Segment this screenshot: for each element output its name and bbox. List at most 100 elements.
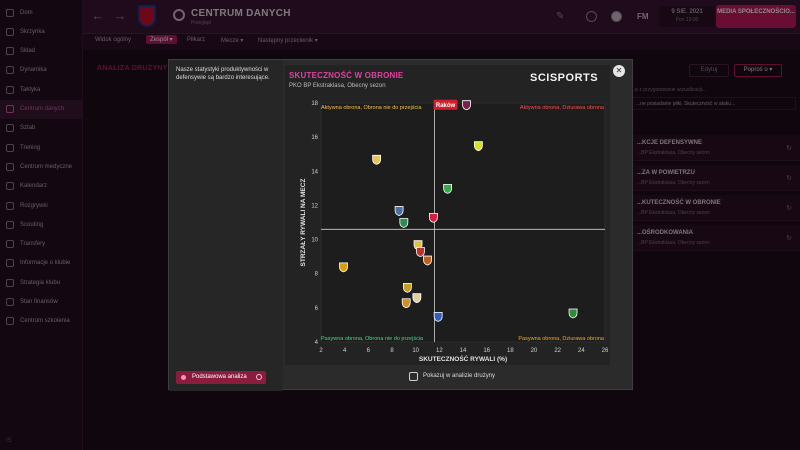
sidebar-item-icon: [6, 182, 14, 191]
edit-icon[interactable]: ✎: [556, 11, 565, 22]
analysis-modal: Nasze statystyki produktywności w defens…: [168, 59, 633, 391]
tab[interactable]: Widok ogólny: [95, 37, 132, 43]
basic-analysis-icon: [181, 375, 186, 380]
social-media-button[interactable]: MEDIA SPOŁECZNOŚCIO...: [716, 5, 796, 28]
club-crest-point: [416, 247, 425, 257]
sidebar-item[interactable]: Sztab: [0, 119, 83, 138]
x-tick-label: 22: [554, 348, 561, 354]
refresh-icon[interactable]: ↻: [786, 235, 792, 242]
club-crest-point: [429, 212, 438, 223]
analysis-item-title: ...OŚRODKOWANIA: [637, 230, 694, 236]
sidebar-item-label: Centrum danych: [20, 106, 65, 112]
scatter-chart: 2 4 6 8 10 12 14 16 18 20 22 24 264681012141618SKUTE…: [300, 99, 609, 363]
sidebar-item[interactable]: Dom: [0, 3, 83, 22]
quadrant-label-bottom-left: Pasywna obrona, Obrona nie do przejścia: [321, 336, 424, 342]
back-arrow-icon[interactable]: ←: [91, 8, 105, 23]
sidebar-item[interactable]: Skrzynka: [0, 22, 83, 41]
sidebar-item-icon: [6, 278, 14, 287]
sidebar-item-label: Centrum medyczne: [20, 163, 73, 170]
sidebar-item-icon: [6, 47, 14, 56]
sidebar-item[interactable]: Stan finansów: [0, 293, 83, 312]
header: ← → CENTRUM DANYCH Przegląd ✎ FM 9 SIE. …: [83, 0, 800, 34]
analysis-item-subtitle: ...BP Ekstraklasa, Obecny sezon: [637, 180, 710, 186]
refresh-icon[interactable]: ↻: [786, 175, 792, 182]
analysis-list-item[interactable]: ...KUTECZNOŚĆ W OBRONIE ...BP Ekstraklasa…: [631, 195, 800, 221]
analysis-list-item[interactable]: ...KCJE DEFENSYWNE ...BP Ekstraklasa, Obe…: [631, 135, 800, 161]
game-badge: FM: [637, 12, 649, 21]
sidebar-item[interactable]: Trening: [0, 138, 83, 157]
sidebar-item[interactable]: Centrum medyczne: [0, 157, 83, 176]
quadrant-label-top-right: Aktywna obrona, Dziurawa obrona: [520, 105, 605, 111]
sidebar-item-label: Centrum szkolenia: [20, 318, 70, 325]
tab[interactable]: Następny przeciwnik ▾: [258, 38, 318, 44]
sidebar-item-icon: [6, 66, 14, 75]
club-crest-point: [423, 255, 432, 266]
sidebar-item-label: Trening: [20, 144, 41, 151]
sidebar-item[interactable]: Rozgrywki: [0, 196, 83, 215]
refresh-icon[interactable]: ↻: [786, 205, 792, 212]
show-in-analysis-label: Pokazuj w analizie drużyny: [423, 373, 496, 379]
analysis-item-subtitle: ...BP Ekstraklasa, Obecny sezon: [637, 210, 710, 216]
sidebar-item-label: Transfery: [20, 241, 46, 248]
tab[interactable]: Piłkarz: [187, 37, 206, 43]
sidebar-item-icon: [6, 143, 14, 152]
sidebar-item[interactable]: Kalendarz: [0, 177, 83, 196]
club-crest-point: [412, 293, 422, 304]
sidebar-item-label: Stan finansów: [20, 299, 58, 305]
x-tick-label: 6: [367, 348, 371, 354]
sidebar-footer: IS: [6, 438, 12, 444]
sidebar-item[interactable]: Skład: [0, 42, 83, 61]
club-icon[interactable]: [586, 11, 597, 22]
sidebar-item[interactable]: Informacje o klubie: [0, 254, 83, 273]
info-icon[interactable]: [256, 374, 262, 380]
club-crest-point: [402, 282, 412, 293]
sidebar-item-icon: [6, 124, 14, 133]
analysis-list-item[interactable]: ...ZA W POWIETRZU ...BP Ekstraklasa, Obec…: [631, 165, 800, 191]
tab[interactable]: Mecze ▾: [221, 38, 244, 44]
basic-analysis-button[interactable]: Podstawowa analiza: [176, 371, 266, 384]
tab[interactable]: Zespół ▾: [146, 35, 177, 44]
y-tick-label: 12: [311, 203, 318, 209]
club-crest-point: [399, 218, 409, 228]
show-in-analysis-checkbox[interactable]: [409, 372, 418, 381]
club-badge[interactable]: [138, 5, 156, 27]
highlight-label-box: [433, 99, 458, 110]
sidebar-item-icon: [6, 8, 14, 17]
club-crest-point: [372, 154, 382, 165]
x-tick-label: 14: [460, 348, 467, 354]
forward-arrow-icon[interactable]: →: [113, 8, 127, 23]
sidebar-item[interactable]: Strategia klubu: [0, 273, 83, 292]
club-crest-point: [433, 311, 443, 322]
request-button[interactable]: Poproś o ▾: [734, 64, 782, 77]
sidebar-item-label: Scouting: [20, 221, 44, 228]
settings-icon[interactable]: [173, 9, 185, 21]
sidebar-item[interactable]: Centrum danych: [0, 99, 83, 119]
x-tick-label: 26: [602, 348, 609, 354]
analysis-list-item[interactable]: ...OŚRODKOWANIA ...BP Ekstraklasa, Obecny…: [631, 225, 800, 251]
help-icon[interactable]: [611, 11, 622, 22]
refresh-icon[interactable]: ↻: [786, 145, 792, 152]
club-crest-point: [443, 183, 453, 194]
close-button[interactable]: ✕: [613, 65, 625, 77]
sidebar-item[interactable]: Scouting: [0, 215, 83, 234]
analysis-item-title: ...KUTECZNOŚĆ W OBRONIE: [637, 200, 721, 206]
date-display[interactable]: 9 SIE. 2021 Pon 19:00: [659, 6, 715, 27]
x-tick-label: 8: [390, 348, 394, 354]
sidebar-item-icon: [6, 298, 14, 306]
sidebar-item[interactable]: Centrum szkolenia: [0, 312, 83, 331]
edit-button[interactable]: Edytuj: [689, 64, 729, 77]
x-tick-label: 20: [531, 348, 538, 354]
sidebar-item[interactable]: Taktyka: [0, 80, 83, 99]
sidebar-item[interactable]: Transfery: [0, 235, 83, 254]
x-tick-label: 18: [507, 348, 514, 354]
date-text: 9 SIE. 2021: [671, 9, 703, 15]
sidebar-item-icon: [6, 201, 14, 210]
analysis-item-subtitle: ...BP Ekstraklasa, Obecny sezon: [637, 150, 710, 156]
x-tick-label: 2: [319, 348, 323, 354]
chart-title: SKUTECZNOŚĆ W OBRONIE: [289, 71, 404, 80]
x-tick-label: 12: [436, 348, 443, 354]
y-tick-label: 10: [311, 238, 318, 244]
basic-analysis-label: Podstawowa analiza: [192, 374, 247, 380]
sidebar-item[interactable]: Dynamika: [0, 61, 83, 80]
